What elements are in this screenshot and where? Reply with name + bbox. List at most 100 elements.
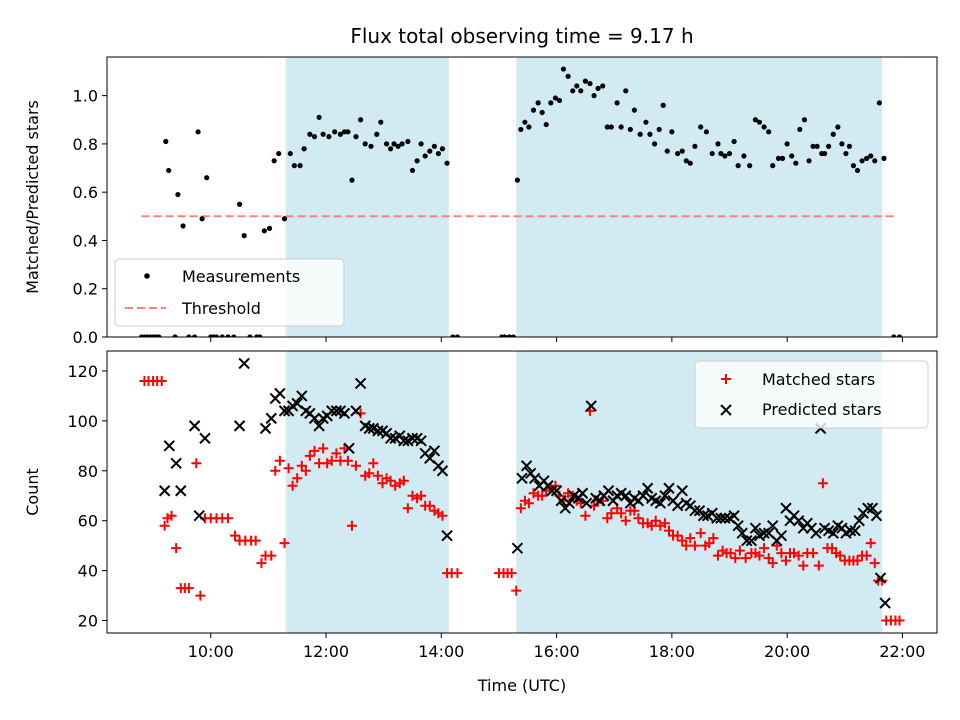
measurement-point [435, 150, 442, 157]
predicted-star-point [363, 422, 375, 435]
markers-group [138, 66, 903, 337]
measurement-point [405, 138, 411, 145]
x-tick-label: 16:00 [534, 642, 580, 661]
predicted-star-point [741, 534, 753, 547]
predicted-star-point [398, 435, 410, 447]
measurement-point [192, 334, 198, 337]
measurement-point [770, 163, 776, 169]
predicted-star-point [844, 524, 857, 537]
matched-star-point [725, 548, 736, 559]
y-tick-label: 120 [67, 362, 98, 381]
matched-star-point [650, 515, 661, 526]
measurement-point [631, 107, 637, 113]
matched-star-point [776, 548, 787, 559]
measurement-point [692, 143, 698, 149]
measurement-point [307, 131, 313, 137]
predicted-star-point [338, 407, 351, 420]
predicted-star-point [354, 377, 367, 390]
legend-label: Matched stars [762, 370, 875, 389]
predicted-star-point [238, 357, 250, 370]
x-tick-label: 10:00 [188, 642, 234, 661]
measurement-point [454, 334, 461, 337]
measurement-point [715, 141, 721, 147]
measurement-point [618, 124, 624, 130]
measurement-point [261, 228, 267, 234]
matched-star-point [523, 498, 534, 509]
predicted-star-point [585, 400, 597, 412]
measurement-point [709, 150, 715, 157]
predicted-star-point [874, 572, 887, 584]
measurement-point [574, 83, 580, 89]
predicted-star-point [436, 465, 449, 477]
measurement-point [387, 146, 394, 152]
predicted-star-point [792, 514, 805, 527]
measurement-point [358, 117, 364, 123]
measurement-point [374, 131, 380, 137]
predicted-star-point [728, 510, 740, 522]
predicted-star-point [441, 529, 453, 542]
matched-star-point [364, 468, 375, 479]
measurement-point [872, 158, 878, 164]
predicted-star-point [308, 412, 321, 425]
predicted-star-point [879, 597, 891, 609]
measurement-point [822, 150, 828, 157]
measurement-point [231, 334, 237, 337]
measurement-point [793, 160, 799, 166]
observing-window-band [516, 57, 883, 337]
predicted-star-point [278, 405, 291, 417]
matched-star-point [633, 513, 644, 524]
measurement-point [891, 334, 897, 337]
measurement-point [843, 150, 849, 157]
matched-star-point [780, 555, 791, 566]
measurement-point [556, 97, 563, 104]
measurement-point [337, 131, 344, 137]
measurement-point [311, 134, 318, 140]
predicted-star-point [853, 514, 865, 527]
matched-star-point [606, 508, 617, 519]
predicted-star-point [528, 472, 541, 484]
measurement-point [801, 117, 808, 123]
measurement-point [683, 158, 689, 164]
markers-group [139, 357, 905, 626]
measurement-point [797, 126, 803, 133]
legend-label: Threshold [181, 299, 261, 318]
measurement-point [614, 100, 620, 106]
measurement-point [775, 155, 782, 161]
measurement-point [876, 100, 882, 106]
measurement-point [570, 88, 576, 94]
predicted-star-point [697, 510, 710, 522]
measurement-point [383, 141, 390, 147]
predicted-star-point [866, 502, 879, 514]
measurement-point [291, 163, 297, 169]
measurement-point [552, 95, 559, 101]
predicted-star-point [689, 505, 701, 517]
measurement-point [225, 334, 231, 337]
axes-frame [106, 350, 938, 634]
measurement-point [643, 119, 649, 125]
measurement-point [587, 80, 593, 87]
matched-star-point [385, 475, 396, 486]
measurement-point [761, 124, 767, 130]
measurement-point [535, 100, 541, 106]
measurement-point [439, 146, 446, 152]
predicted-star-point [516, 472, 528, 484]
measurement-point [651, 141, 658, 147]
predicted-star-point [343, 442, 355, 455]
predicted-star-point [719, 512, 731, 524]
measurement-point [444, 160, 450, 166]
matched-star-point [287, 480, 298, 491]
measurement-point [868, 153, 874, 159]
measurement-point [660, 102, 666, 108]
predicted-star-point [767, 519, 779, 532]
matched-star-point [331, 448, 342, 459]
measurement-point [378, 119, 384, 125]
predicted-star-point [546, 485, 558, 497]
x-tick-label: 18:00 [649, 642, 695, 661]
measurement-point [353, 134, 359, 140]
predicted-star-point [330, 405, 343, 417]
legend-label: Predicted stars [762, 400, 882, 419]
predicted-star-point [384, 432, 397, 445]
measurement-point [846, 143, 852, 149]
matched-star-point [835, 550, 846, 561]
matched-star-point [817, 478, 828, 489]
